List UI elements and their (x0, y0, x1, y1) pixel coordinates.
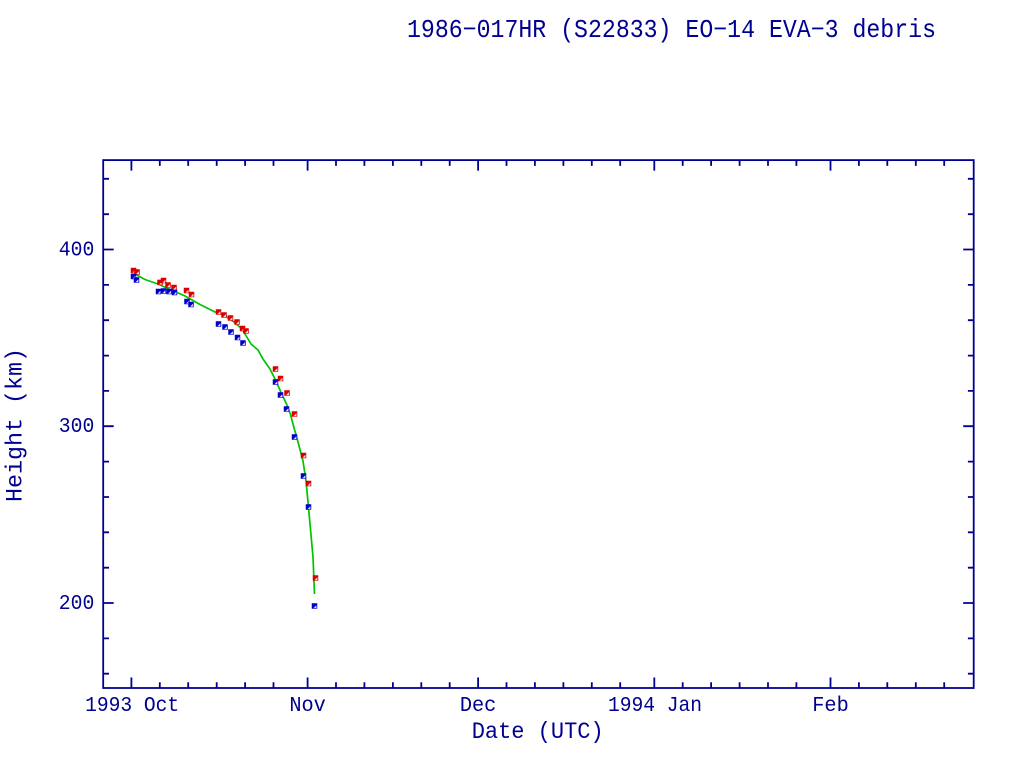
svg-text:Nov: Nov (289, 694, 326, 718)
svg-text:Dec: Dec (460, 694, 497, 718)
svg-text:300: 300 (59, 415, 95, 439)
svg-text:1986−017HR (S22833) EO−14 EVA−: 1986−017HR (S22833) EO−14 EVA−3 debris (407, 16, 936, 45)
svg-text:Height (km): Height (km) (2, 348, 28, 502)
svg-text:Date (UTC): Date (UTC) (472, 719, 604, 745)
svg-text:400: 400 (59, 239, 95, 263)
svg-text:1994 Jan: 1994 Jan (608, 694, 702, 718)
svg-text:200: 200 (59, 592, 95, 616)
svg-text:1993 Oct: 1993 Oct (85, 694, 179, 718)
svg-text:Feb: Feb (812, 694, 849, 718)
